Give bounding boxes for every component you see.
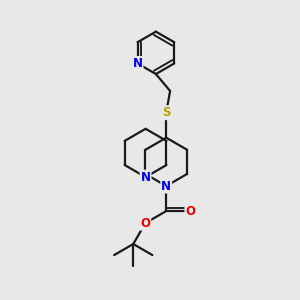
- Text: N: N: [133, 57, 142, 70]
- Text: O: O: [140, 217, 150, 230]
- Text: S: S: [162, 106, 170, 119]
- Text: O: O: [185, 205, 195, 218]
- Text: N: N: [141, 171, 151, 184]
- Text: N: N: [161, 179, 171, 193]
